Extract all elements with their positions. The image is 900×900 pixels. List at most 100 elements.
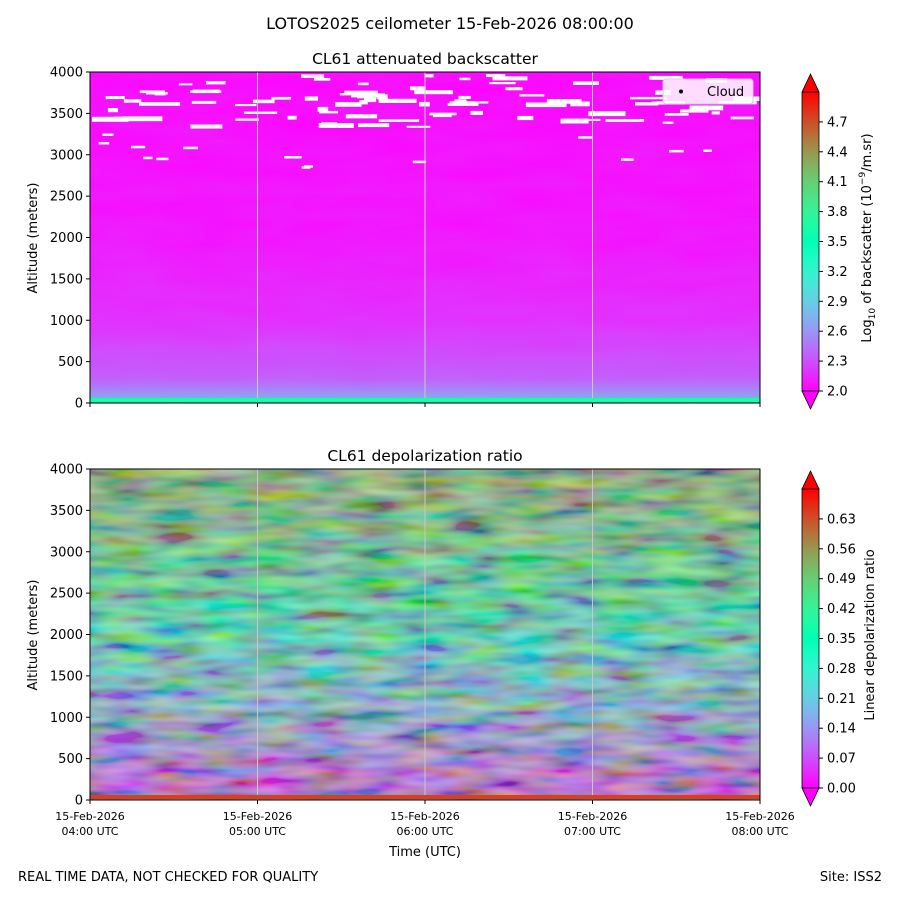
- gap: [664, 113, 689, 116]
- x-tick-time-label: 04:00 UTC: [61, 825, 118, 838]
- gap: [680, 109, 709, 113]
- gap: [235, 104, 257, 107]
- gap: [378, 119, 420, 122]
- gap: [630, 96, 667, 100]
- gap: [205, 81, 226, 85]
- x-tick-date-label: 15-Feb-2026: [390, 810, 459, 823]
- gap: [578, 136, 592, 139]
- gap: [669, 149, 684, 153]
- gap: [588, 111, 626, 117]
- gap: [454, 99, 467, 103]
- gap: [409, 86, 426, 91]
- colorbar-tick-label: 4.7: [827, 115, 848, 130]
- colorbar-tick-label: 0.28: [827, 662, 856, 677]
- gap: [546, 99, 582, 104]
- gap: [98, 142, 110, 145]
- gap: [318, 123, 339, 128]
- gap: [344, 90, 378, 95]
- gap: [489, 82, 516, 85]
- colorbar-tick-label: 0.42: [827, 602, 856, 617]
- backscatter-plot-title: CL61 attenuated backscatter: [312, 50, 538, 68]
- colorbar-tick-label: 0.00: [827, 782, 856, 797]
- gap: [301, 74, 325, 78]
- depol-y-axis-label: Altitude (meters): [26, 580, 41, 691]
- colorbar-tick-label: 4.4: [827, 145, 848, 160]
- gap: [621, 158, 634, 161]
- gap: [105, 96, 125, 100]
- gap: [339, 93, 351, 96]
- depol-colorbar-label: Linear depolarization ratio: [863, 549, 878, 720]
- gap: [319, 110, 339, 114]
- gap: [649, 75, 683, 80]
- gap: [406, 125, 431, 128]
- gap: [154, 92, 166, 96]
- gap: [492, 76, 528, 81]
- gap: [711, 111, 720, 115]
- surface-band: [90, 795, 760, 799]
- gap: [139, 102, 181, 106]
- x-tick-time-label: 08:00 UTC: [731, 825, 788, 838]
- colorbar-tick-label: 2.3: [827, 355, 848, 370]
- colorbar-tick-label: 2.0: [827, 385, 848, 400]
- colorbar-tick-label: 2.9: [827, 295, 848, 310]
- gap: [139, 90, 165, 94]
- colorbar-extend-min: [801, 390, 820, 410]
- gap: [345, 114, 378, 119]
- gap: [156, 157, 169, 161]
- y-tick-label: 3000: [50, 545, 83, 560]
- y-tick-label: 1000: [50, 314, 83, 329]
- backscatter-y-axis: 0 500 1000 1500 2000 2500 3000 3500 4000: [50, 66, 90, 412]
- x-tick-date-label: 15-Feb-2026: [55, 810, 124, 823]
- x-tick-time-label: 06:00 UTC: [396, 825, 453, 838]
- colorbar-tick-label: 0.35: [827, 632, 856, 647]
- colorbar-tick-label: 2.6: [827, 325, 848, 340]
- gap: [635, 102, 659, 106]
- depol-colorbar: 0.00 0.07 0.14 0.21 0.28 0.35 0.42 0.49 0.56 0.63: [801, 470, 856, 807]
- y-tick-label: 2000: [50, 231, 83, 246]
- surface-band: [90, 398, 760, 402]
- colorbar-tick-label: 0.63: [827, 512, 856, 527]
- gap: [560, 118, 589, 124]
- colorbar-tick-label: 0.14: [827, 722, 856, 737]
- y-tick-label: 500: [58, 355, 83, 370]
- gap: [364, 97, 377, 103]
- y-tick-label: 2000: [50, 628, 83, 643]
- x-tick-time-label: 05:00 UTC: [229, 825, 286, 838]
- gap: [303, 165, 313, 168]
- gap: [107, 108, 118, 113]
- gap: [486, 74, 506, 78]
- gap: [143, 156, 153, 160]
- y-tick-label: 1500: [50, 669, 83, 684]
- gap: [183, 146, 198, 150]
- legend: Cloud: [662, 78, 754, 105]
- gap: [470, 110, 483, 115]
- gap: [662, 121, 674, 124]
- colorbar-extend-max: [801, 470, 820, 490]
- gap: [376, 94, 388, 100]
- gap: [122, 116, 163, 122]
- gap: [317, 106, 329, 112]
- colorbar-body: [801, 488, 820, 789]
- gap: [335, 102, 362, 107]
- gap: [424, 74, 434, 78]
- depol-plot-title: CL61 depolarization ratio: [327, 447, 523, 465]
- colorbar-extend-max: [801, 73, 820, 93]
- gap: [429, 112, 457, 116]
- gap: [357, 82, 369, 86]
- gap: [284, 156, 302, 159]
- colorbar-tick-label: 0.56: [827, 542, 856, 557]
- x-axis-label: Time (UTC): [388, 845, 461, 860]
- gap: [91, 116, 129, 122]
- gap: [102, 133, 114, 136]
- gap: [359, 100, 368, 105]
- depol-x-axis: 15-Feb-2026 04:00 UTC 15-Feb-2026 05:00 UTC…: [55, 800, 795, 838]
- y-tick-label: 2500: [50, 190, 83, 205]
- y-tick-label: 2500: [50, 587, 83, 602]
- site-label: Site: ISS2: [819, 870, 882, 885]
- gap: [313, 78, 331, 81]
- colorbar-tick-label: 0.07: [827, 752, 856, 767]
- y-tick-label: 1500: [50, 272, 83, 287]
- figure-title: LOTOS2025 ceilometer 15-Feb-2026 08:00:0…: [266, 14, 634, 33]
- gap: [190, 90, 222, 93]
- gap: [287, 115, 297, 120]
